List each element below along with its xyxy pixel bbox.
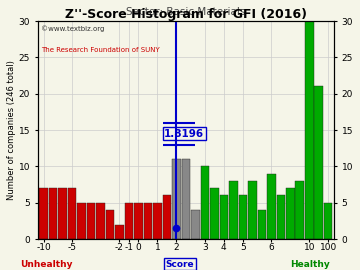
Bar (125, 203, 133, 239)
Bar (49, 188, 57, 239)
Bar (172, 159, 181, 239)
Text: 1.8196: 1.8196 (164, 129, 204, 139)
Bar (296, 181, 304, 239)
Bar (163, 195, 171, 239)
Bar (134, 203, 143, 239)
Bar (191, 210, 200, 239)
Bar (144, 203, 152, 239)
Bar (220, 195, 228, 239)
Bar (181, 159, 190, 239)
Bar (39, 188, 48, 239)
Bar (201, 166, 209, 239)
Bar (324, 203, 333, 239)
Text: ©www.textbiz.org: ©www.textbiz.org (41, 25, 104, 32)
Bar (87, 203, 95, 239)
Bar (229, 181, 238, 239)
Text: Healthy: Healthy (290, 260, 329, 269)
Bar (153, 203, 162, 239)
Title: Z''-Score Histogram for GFI (2016): Z''-Score Histogram for GFI (2016) (65, 8, 307, 21)
Bar (286, 188, 294, 239)
Bar (248, 181, 257, 239)
Bar (267, 174, 275, 239)
Text: Unhealthy: Unhealthy (21, 260, 73, 269)
Text: Sector: Basic Materials: Sector: Basic Materials (126, 7, 246, 17)
Bar (257, 210, 266, 239)
Bar (115, 225, 124, 239)
Bar (239, 195, 247, 239)
Bar (68, 188, 76, 239)
Bar (96, 203, 105, 239)
Bar (106, 210, 114, 239)
Bar (276, 195, 285, 239)
Text: Score: Score (166, 260, 194, 269)
Bar (77, 203, 86, 239)
Text: The Research Foundation of SUNY: The Research Foundation of SUNY (41, 47, 159, 53)
Bar (210, 188, 219, 239)
Bar (305, 21, 314, 239)
Bar (315, 86, 323, 239)
Y-axis label: Number of companies (246 total): Number of companies (246 total) (7, 60, 16, 200)
Bar (58, 188, 67, 239)
